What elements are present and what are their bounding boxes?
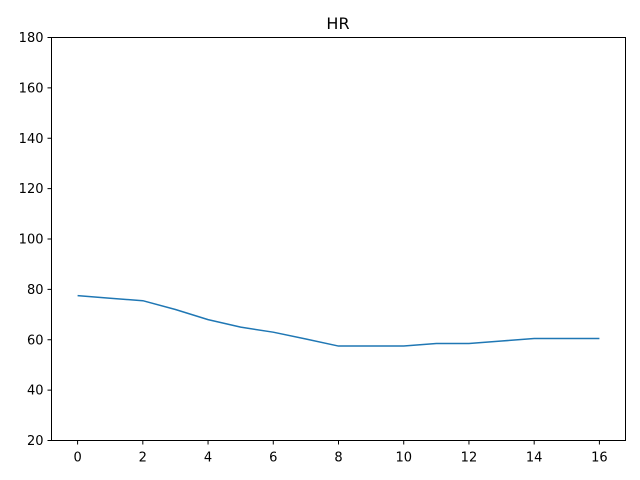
x-tick-label: 16 <box>591 451 608 466</box>
series-layer <box>77 294 600 347</box>
y-tick-label: 40 <box>27 384 44 399</box>
x-tick-label: 10 <box>395 451 412 466</box>
y-tick-label: 60 <box>27 333 44 348</box>
plot-frame <box>51 37 626 441</box>
y-tick-label: 120 <box>19 182 44 197</box>
x-tick-label: 2 <box>139 451 147 466</box>
y-axis: 20 40 60 80 100 120 140 160 180 <box>19 31 52 449</box>
y-tick-label: 20 <box>27 434 44 449</box>
x-tick-label: 12 <box>461 451 478 466</box>
y-tick-label: 180 <box>19 31 44 46</box>
x-axis: 0 2 4 6 8 10 12 14 16 <box>73 440 608 466</box>
y-tick-label: 160 <box>19 81 44 96</box>
x-tick-label: 0 <box>73 451 81 466</box>
x-tick-label: 14 <box>526 451 543 466</box>
x-tick-label: 6 <box>269 451 277 466</box>
y-tick-label: 140 <box>19 132 44 147</box>
y-tick-label: 80 <box>27 283 44 298</box>
y-tick-label: 100 <box>19 233 44 248</box>
chart-title: HR <box>326 14 349 33</box>
x-tick-label: 4 <box>204 451 212 466</box>
x-tick-label: 8 <box>334 451 342 466</box>
series-line <box>77 294 600 347</box>
